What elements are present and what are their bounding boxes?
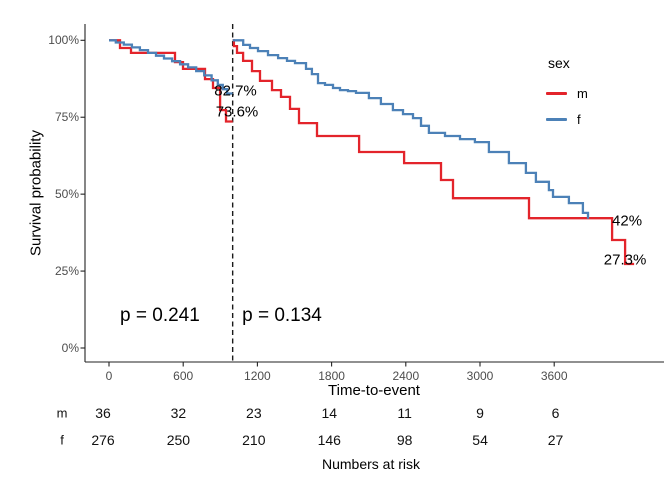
x-tick-label: 2400 [392,369,420,383]
survival-curve-f [109,39,233,95]
legend-label-f: f [577,111,581,127]
risk-count: 23 [246,405,262,421]
y-tick-label: 50% [54,187,79,202]
legend-title: sex [548,55,570,71]
risk-count: 11 [397,405,412,421]
y-tick-label: 75% [54,110,79,125]
risk-count: 146 [317,432,341,448]
m-line-swatch [546,91,567,95]
x-tick-label: 1200 [244,369,271,383]
risk-count: 9 [476,405,484,421]
survival-percent-label: 27.3% [603,251,647,269]
survival-percent-label: 42% [612,212,643,230]
p-value-label: p = 0.134 [242,304,322,326]
risk-count: 98 [396,432,413,448]
risk-count: 36 [95,405,111,421]
legend-entry-f: f [546,106,588,132]
x-tick-label: 0 [105,369,113,383]
x-tick-label: 3000 [466,369,494,383]
survival-curve-m [109,39,233,123]
legend-entry-m: m [546,80,588,106]
survival-percent-label: 82.7% [214,82,257,100]
x-tick-label: 3600 [540,369,568,383]
y-tick-label: 100% [48,33,79,48]
x-axis-title: Time-to-event [328,382,420,399]
survival-curve-m [232,39,635,266]
y-axis-title: Survival probability [27,130,45,256]
risk-row-label-m: m [56,405,68,421]
x-tick-label: 600 [173,369,194,383]
survival-curve-f [232,39,590,219]
risk-count: 210 [242,432,266,448]
p-value-label: p = 0.241 [120,304,200,326]
risk-count: 54 [472,432,488,448]
x-tick-label: 1800 [318,369,345,383]
y-tick-label: 0% [61,341,79,355]
risk-table-caption: Numbers at risk [321,456,421,472]
risk-count: 6 [551,405,560,421]
risk-row-label-f: f [60,432,64,448]
f-line-swatch [546,117,567,121]
survival-percent-label: 73.6% [215,103,259,121]
legend: sex m f [546,55,588,132]
legend-label-m: m [577,85,588,101]
risk-count: 14 [321,405,338,421]
y-tick-label: 25% [54,264,79,279]
risk-count: 27 [547,432,564,448]
risk-count: 32 [170,405,187,421]
risk-count: 276 [91,432,115,448]
risk-count: 250 [166,432,191,448]
